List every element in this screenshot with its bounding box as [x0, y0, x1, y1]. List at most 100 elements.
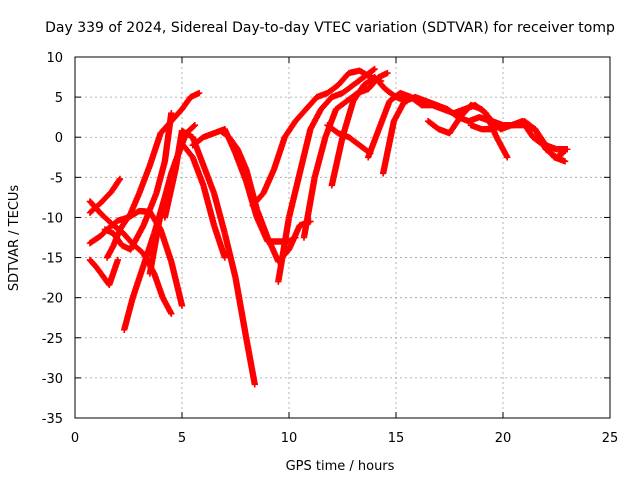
data-point: [195, 89, 203, 97]
data-point-trail: [554, 150, 565, 160]
series-track-20: [467, 121, 567, 161]
data-point-trail: [146, 211, 164, 276]
y-tick-label: 10: [46, 51, 63, 66]
data-point-trail: [351, 74, 366, 88]
y-tick-label: -25: [42, 332, 63, 347]
data-point-trail: [346, 134, 362, 148]
data-point-trail: [296, 127, 314, 175]
data-point: [191, 121, 199, 129]
data-point: [504, 154, 511, 161]
data-point-trail: [275, 215, 292, 284]
data-point-trail: [157, 171, 175, 216]
data-point-trail: [334, 98, 349, 112]
series-track-13: [275, 65, 378, 285]
data-point-trail: [130, 263, 147, 300]
data-point-trail: [457, 103, 474, 120]
data-point-trail: [301, 175, 318, 240]
y-tick-label: -35: [42, 412, 63, 427]
y-tick-label: -10: [42, 211, 63, 226]
series-track-6: [103, 89, 203, 261]
data-point-trail: [157, 227, 175, 264]
y-tick-label: -15: [42, 252, 63, 267]
data-point-trail: [158, 119, 174, 136]
y-tick-label: -30: [42, 372, 63, 387]
data-point-trail: [87, 257, 99, 270]
data-point-trail: [286, 223, 303, 252]
data-point-trail: [94, 265, 106, 278]
y-tick-label: -20: [42, 292, 63, 307]
data-point-trail: [179, 141, 195, 160]
x-tick-label: 0: [71, 431, 79, 446]
data-series: [86, 65, 571, 388]
data-point-trail: [293, 107, 309, 124]
data-point-trail: [121, 295, 136, 332]
data-point-trail: [335, 70, 352, 88]
data-point-trail: [147, 131, 164, 168]
y-tick-label: 0: [55, 131, 63, 146]
data-point-trail: [221, 231, 239, 280]
data-point-trail: [128, 191, 142, 216]
series-track-2: [86, 175, 124, 216]
x-tick-label: 10: [281, 431, 298, 446]
data-point-trail: [325, 122, 341, 136]
x-tick-label: 20: [495, 431, 512, 446]
data-point-trail: [445, 106, 461, 120]
data-point-trail: [169, 107, 185, 124]
data-point-trail: [361, 66, 377, 80]
data-point-trail: [318, 95, 335, 112]
data-point: [559, 150, 567, 157]
data-point-trail: [140, 191, 159, 228]
data-point-trail: [87, 199, 103, 216]
data-point-trail: [243, 336, 258, 386]
data-point-trail: [98, 189, 114, 206]
data-point-trail: [286, 171, 303, 220]
data-point-trail: [271, 135, 288, 172]
data-point-trail: [532, 127, 549, 152]
data-point-trail: [365, 127, 382, 159]
axis-ticks: 0 5 10 15 20 25 -35 -30 -25 -20 -15 -10 -5 0 5 10: [42, 51, 619, 446]
data-point-trail: [211, 191, 228, 236]
data-point-trail: [350, 83, 367, 104]
data-point-trail: [128, 223, 146, 252]
data-point-trail: [376, 99, 393, 131]
data-point: [114, 256, 121, 264]
data-point-trail: [109, 177, 123, 194]
x-tick-label: 25: [602, 431, 619, 446]
data-point-trail: [200, 163, 217, 196]
data-point: [168, 310, 175, 317]
data-point-trail: [282, 119, 298, 140]
y-tick-label: -5: [50, 171, 63, 186]
data-point-trail: [254, 207, 271, 240]
data-point-trail: [153, 159, 168, 196]
data-point-trail: [372, 74, 388, 92]
data-point: [384, 69, 391, 77]
data-point-trail: [232, 151, 249, 184]
data-point-trail: [328, 135, 346, 187]
data-point-trail: [265, 235, 281, 264]
data-point: [178, 302, 186, 309]
data-point-trail: [87, 233, 103, 246]
data-point: [168, 109, 175, 117]
data-point: [116, 175, 124, 183]
data-point-trail: [119, 229, 136, 247]
data-point-trail: [190, 155, 207, 188]
chart-title: Day 339 of 2024, Sidereal Day-to-day VTE…: [45, 20, 615, 36]
data-point-trail: [110, 227, 123, 248]
data-point-trail: [250, 191, 266, 208]
data-point-trail: [179, 95, 193, 112]
plot-frame: [74, 56, 611, 419]
data-point-trail: [98, 211, 116, 228]
data-point-trail: [391, 99, 408, 124]
data-point-trail: [190, 134, 206, 148]
data-point-trail: [200, 183, 217, 228]
data-point: [251, 381, 258, 388]
series-track-1: [86, 256, 121, 289]
x-axis-label: GPS time / hours: [286, 459, 395, 474]
data-point-trail: [106, 258, 121, 287]
y-tick-label: 5: [55, 91, 63, 106]
data-point-trail: [235, 147, 249, 172]
data-point-trail: [426, 118, 441, 132]
